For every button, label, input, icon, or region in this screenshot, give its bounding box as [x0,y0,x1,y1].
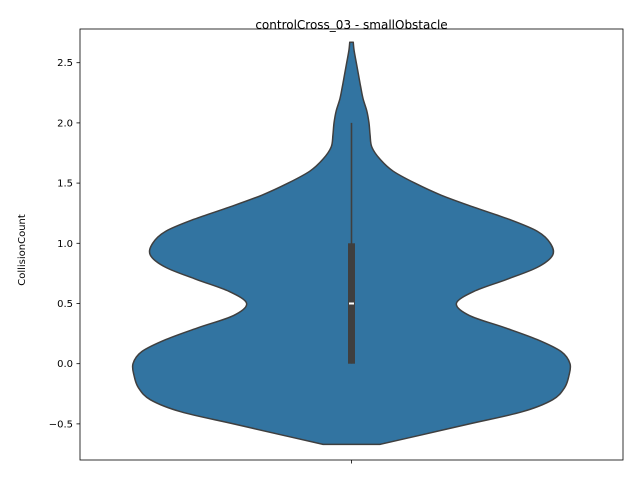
axes-frame [79,28,624,461]
y-tick-label: 2.5 [57,58,73,69]
chart-title: controlCross_03 - smallObstacle [255,18,447,32]
y-tick-label: 1.5 [57,179,73,190]
y-tick-label: 2.0 [57,118,73,129]
plot-area [131,41,572,446]
y-axis: −0.5 0.0 0.5 1.0 1.5 2.0 2.5 [49,58,80,430]
y-tick-label: 0.5 [57,299,73,310]
y-tick-label: 1.0 [57,239,73,250]
y-tick-label: −0.5 [49,419,73,430]
y-tick-label: 0.0 [57,359,73,370]
y-axis-label: CollisionCount [17,214,28,286]
